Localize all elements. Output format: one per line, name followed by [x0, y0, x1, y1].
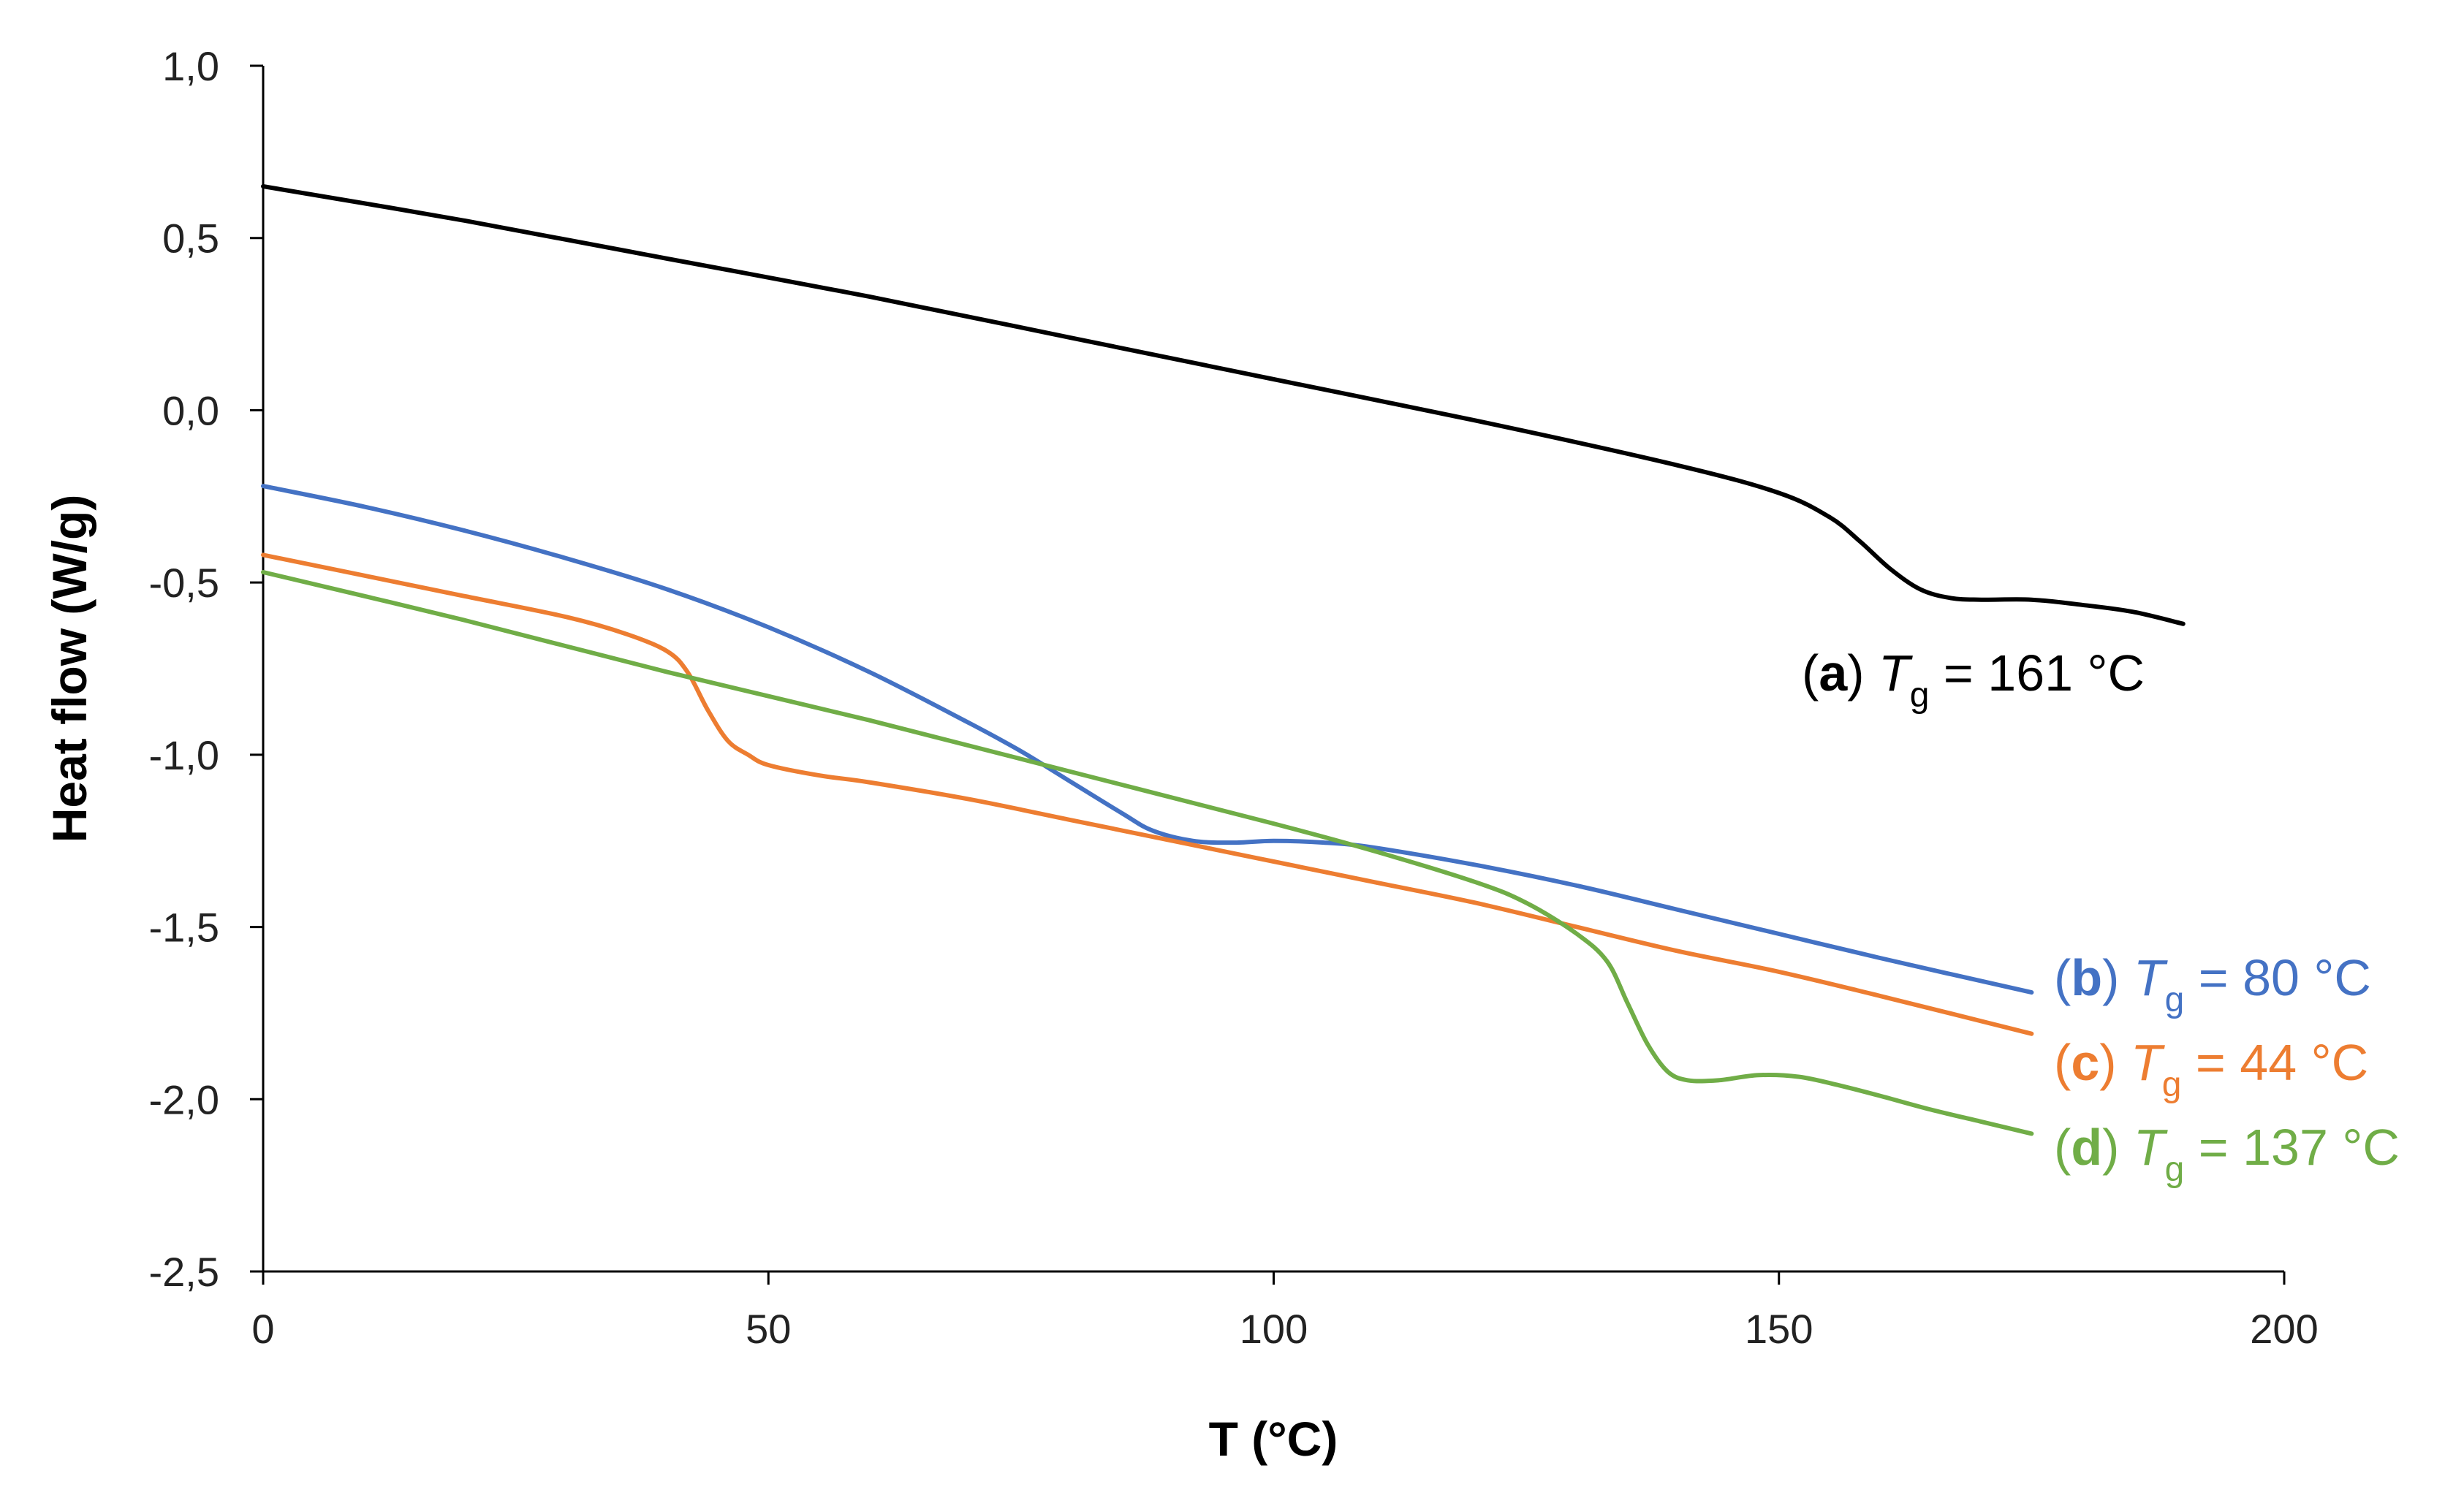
series-line-d: [261, 570, 2034, 1136]
y-axis-title: Heat flow (W/g): [42, 495, 96, 843]
series-label-id: d: [2071, 1119, 2102, 1176]
series-line-b: [261, 484, 2034, 995]
series-label-id: b: [2071, 949, 2102, 1006]
y-tick-label: -2,0: [149, 1076, 220, 1122]
series-label-b: (b) Tg = 80 °C: [2054, 949, 2371, 1019]
series-label-a: (a) Tg = 161 °C: [1802, 645, 2145, 715]
y-tick-label: -0,5: [149, 560, 220, 606]
series-label-c: (c) Tg = 44 °C: [2054, 1034, 2368, 1104]
x-axis-title: T (°C): [1209, 1412, 1338, 1466]
series-label-id: c: [2071, 1034, 2099, 1091]
y-tick-label: -1,5: [149, 905, 220, 951]
series-lines: [261, 184, 2186, 1136]
y-axis-ticks: 1,0 0,5 0,0 -0,5 -1,0 -1,5 -2,0 -2,5: [149, 43, 263, 1295]
y-tick-label: -1,0: [149, 732, 220, 778]
series-label-value: 161: [1987, 645, 2073, 702]
y-tick-label: 0,5: [162, 216, 219, 262]
series-line-a: [261, 184, 2186, 626]
x-tick-label: 0: [251, 1306, 274, 1352]
series-label-value: 44: [2240, 1034, 2297, 1091]
x-tick-label: 50: [746, 1306, 791, 1352]
series-label-d: (d) Tg = 137 °C: [2054, 1119, 2400, 1189]
x-tick-label: 200: [2250, 1306, 2318, 1352]
y-tick-label: 1,0: [162, 43, 219, 89]
x-tick-label: 100: [1240, 1306, 1308, 1352]
series-labels: (a) Tg = 161 °C (b) Tg = 80 °C (c) Tg = 44…: [1802, 645, 2400, 1189]
x-tick-label: 150: [1745, 1306, 1813, 1352]
y-tick-label: -2,5: [149, 1249, 220, 1295]
series-label-value: 137: [2243, 1119, 2328, 1176]
x-axis-ticks: 0 50 100 150 200: [251, 1271, 2319, 1352]
series-line-c: [261, 552, 2034, 1036]
series-label-value: 80: [2243, 949, 2300, 1006]
y-tick-label: 0,0: [162, 387, 219, 433]
series-label-id: a: [1819, 645, 1848, 702]
